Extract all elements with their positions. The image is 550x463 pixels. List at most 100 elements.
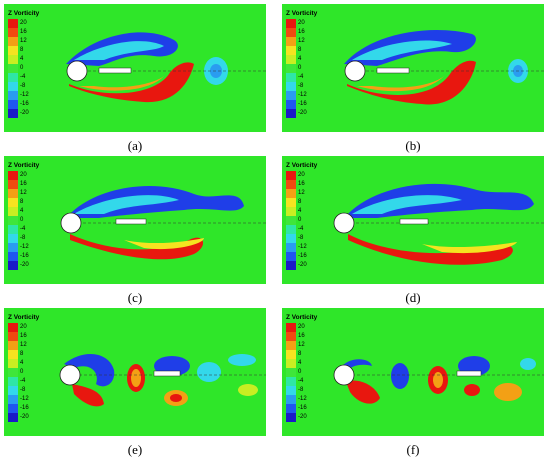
colorbar-swatch: [286, 37, 296, 46]
colorbar-tick-label: -8: [298, 387, 304, 393]
colorbar-tick-label: 4: [298, 360, 302, 366]
colorbar-swatch: [286, 109, 296, 118]
colorbar-tick-label: -16: [298, 405, 307, 411]
colorbar-tick-label: -20: [298, 414, 307, 420]
lower-shear-layer-edge: [357, 76, 444, 92]
flow-field-background: [282, 4, 544, 132]
colorbar-tick-label: 0: [298, 217, 302, 223]
colorbar-swatch: [8, 261, 18, 270]
colorbar-tick-label: -20: [298, 262, 307, 268]
colorbar-swatch: [286, 100, 296, 109]
colorbar-swatch: [8, 377, 18, 386]
colorbar-tick-label: 8: [298, 199, 302, 205]
shed-vortex: [228, 354, 256, 366]
lower-shear-layer: [347, 60, 476, 105]
colorbar-tick-label: 16: [298, 29, 305, 35]
colorbar-tick-label: -8: [20, 83, 26, 89]
colorbar-tick-label: -16: [20, 253, 29, 259]
colorbar-swatch: [286, 341, 296, 350]
splitter-plate: [153, 370, 181, 377]
legend-title: Z Vorticity: [286, 10, 318, 17]
vorticity-contour-a: Z Vorticity 20 16 12 8 4 0 -4 -8 -12 -16 -20: [4, 4, 266, 132]
colorbar-swatch: [8, 368, 18, 377]
colorbar-tick-label: -20: [20, 414, 29, 420]
colorbar-tick-label: -12: [20, 396, 29, 402]
colorbar-tick-label: -20: [20, 110, 29, 116]
colorbar-swatch: [286, 82, 296, 91]
colorbar-swatch: [286, 216, 296, 225]
colorbar-swatch: [8, 189, 18, 198]
colorbar-tick-label: 4: [20, 208, 24, 214]
colorbar-tick-label: 12: [298, 342, 305, 348]
colorbar-tick-label: -8: [298, 235, 304, 241]
colorbar-swatch: [286, 386, 296, 395]
colorbar-swatch: [8, 216, 18, 225]
colorbar-swatch: [286, 359, 296, 368]
colorbar-swatch: [286, 171, 296, 180]
colorbar-swatch: [286, 180, 296, 189]
colorbar-swatch: [8, 323, 18, 332]
colorbar-swatch: [286, 395, 296, 404]
colorbar-tick-label: 16: [20, 333, 27, 339]
colorbar-tick-label: -8: [298, 83, 304, 89]
panel-e: Z Vorticity 20 16 12 8 4 0 -4 -8 -12 -16 -20: [4, 308, 266, 436]
colorbar-swatch: [286, 413, 296, 422]
colorbar-tick-label: 12: [298, 38, 305, 44]
colorbar-swatch: [8, 171, 18, 180]
legend-title: Z Vorticity: [8, 10, 40, 17]
colorbar-swatch: [8, 386, 18, 395]
colorbar-tick-label: 20: [20, 324, 27, 330]
colorbar-swatch: [286, 91, 296, 100]
colorbar-tick-label: 20: [20, 20, 27, 26]
colorbar-tick-label: 0: [20, 65, 24, 71]
colorbar-swatch: [8, 109, 18, 118]
colorbar-swatch: [286, 404, 296, 413]
colorbar-tick-label: 8: [298, 47, 302, 53]
upper-shear-layer-edge: [74, 41, 164, 60]
cylinder: [66, 60, 88, 82]
colorbar-swatch: [286, 64, 296, 73]
colorbar-swatch: [8, 28, 18, 37]
colorbar-tick-label: -4: [298, 378, 304, 384]
colorbar: Z Vorticity 20 16 12 8 4 0 -4 -8 -12 -16 -20: [286, 10, 318, 118]
colorbar-tick-label: -4: [20, 378, 26, 384]
caption-f: (f): [406, 442, 420, 457]
colorbar-tick-label: 0: [298, 65, 302, 71]
colorbar-tick-label: 0: [20, 217, 24, 223]
colorbar-swatch: [286, 207, 296, 216]
caption-e: (e): [127, 442, 143, 457]
colorbar-tick-label: -12: [20, 244, 29, 250]
caption-c: (c): [127, 290, 143, 305]
shed-vortex-core: [170, 394, 182, 402]
colorbar-swatch: [286, 198, 296, 207]
shed-vortex: [464, 384, 480, 396]
colorbar-swatch: [8, 234, 18, 243]
colorbar-tick-label: -16: [20, 405, 29, 411]
colorbar-tick-label: 0: [20, 369, 24, 375]
colorbar: Z Vorticity 20 16 12 8 4 0 -4 -8 -12 -16 -20: [8, 162, 40, 270]
panel-d: Z Vorticity 20 16 12 8 4 0 -4 -8 -12 -16 -20: [282, 156, 544, 284]
colorbar-swatch: [286, 234, 296, 243]
vorticity-contour-d: Z Vorticity 20 16 12 8 4 0 -4 -8 -12 -16 -20: [282, 156, 544, 284]
colorbar-tick-label: -20: [20, 262, 29, 268]
colorbar-swatch: [8, 207, 18, 216]
colorbar-swatch: [8, 225, 18, 234]
colorbar-swatch: [286, 323, 296, 332]
colorbar-tick-label: 4: [298, 208, 302, 214]
colorbar-swatch: [286, 19, 296, 28]
legend-title: Z Vorticity: [286, 314, 318, 321]
splitter-plate: [376, 67, 410, 74]
colorbar: Z Vorticity 20 16 12 8 4 0 -4 -8 -12 -16 -20: [286, 314, 318, 422]
colorbar-swatch: [8, 243, 18, 252]
colorbar-tick-label: 8: [20, 47, 24, 53]
colorbar: Z Vorticity 20 16 12 8 4 0 -4 -8 -12 -16 -20: [8, 10, 40, 118]
colorbar-tick-label: 12: [20, 38, 27, 44]
panel-a: Z Vorticity 20 16 12 8 4 0 -4 -8 -12 -16 -20: [4, 4, 266, 132]
colorbar-swatch: [8, 100, 18, 109]
colorbar-tick-label: 20: [298, 20, 305, 26]
lower-shear-layer: [69, 62, 194, 103]
cylinder: [333, 212, 355, 234]
vorticity-contour-e: Z Vorticity 20 16 12 8 4 0 -4 -8 -12 -16 -20: [4, 308, 266, 436]
colorbar-tick-label: -12: [298, 92, 307, 98]
caption-b: (b): [405, 138, 421, 153]
